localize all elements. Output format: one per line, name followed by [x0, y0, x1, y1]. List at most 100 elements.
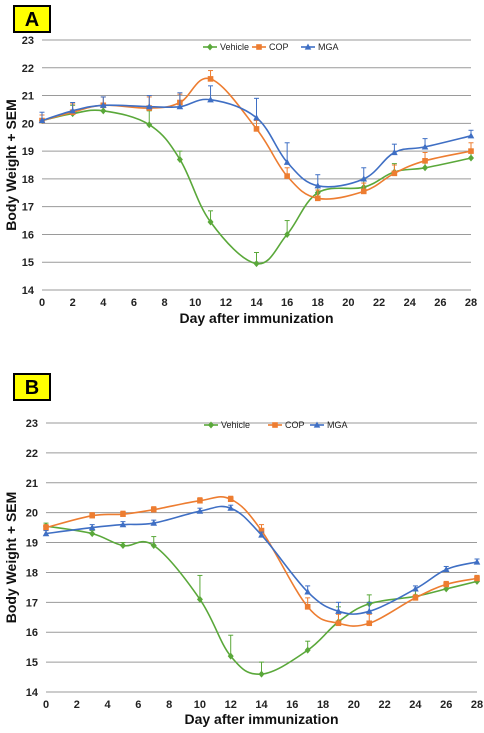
data-point — [258, 531, 265, 538]
legend-marker — [208, 421, 214, 429]
legend-label: Vehicle — [220, 42, 249, 52]
legend: Vehicle COP MGA — [204, 420, 348, 430]
data-point — [227, 504, 235, 511]
x-tick-label: 18 — [317, 699, 329, 711]
x-tick-label: 16 — [281, 297, 293, 309]
data-point — [207, 96, 214, 103]
panel-letter: B — [25, 377, 39, 399]
data-point — [176, 103, 184, 110]
x-tick-label: 20 — [348, 699, 360, 711]
panel-label-badge — [13, 5, 51, 33]
y-tick-label: 15 — [26, 657, 38, 669]
x-tick-label: 4 — [100, 297, 107, 309]
gridlines — [46, 422, 477, 693]
x-tick-label: 28 — [471, 699, 483, 711]
data-point — [89, 512, 95, 519]
data-point — [207, 218, 214, 226]
data-point — [145, 103, 153, 110]
y-tick-label: 21 — [26, 478, 38, 490]
data-point — [314, 195, 321, 202]
series-line-vehicle — [41, 109, 472, 265]
data-point — [197, 497, 203, 504]
legend-marker — [313, 421, 321, 428]
data-point — [196, 507, 204, 514]
data-point — [150, 519, 158, 526]
data-point — [468, 148, 474, 154]
legend-item-cop: COP — [268, 420, 305, 430]
data-point — [468, 154, 474, 162]
x-tick-label: 20 — [342, 297, 354, 309]
legend-label: MGA — [318, 42, 339, 52]
data-point — [89, 530, 96, 538]
y-tick-label: 14 — [26, 687, 39, 699]
x-axis-label: Day after immunization — [184, 711, 338, 727]
panel-a-label: A — [13, 5, 51, 33]
data-point — [304, 588, 311, 595]
y-tick-label: 16 — [26, 627, 38, 639]
data-point — [227, 652, 234, 660]
data-point — [253, 114, 260, 121]
series-line-mga — [45, 505, 478, 615]
legend: Vehicle COP MGA — [203, 42, 339, 52]
data-point — [100, 107, 107, 115]
data-point — [42, 530, 50, 537]
data-point — [473, 558, 481, 565]
data-point — [366, 620, 373, 627]
x-axis-label: Day after immunization — [179, 310, 333, 326]
x-tick-label: 0 — [39, 297, 45, 309]
data-point — [43, 524, 49, 531]
legend-item-vehicle: Vehicle — [204, 420, 250, 430]
data-point — [119, 521, 127, 528]
x-tick-label: 2 — [74, 699, 80, 711]
x-tick-label: 16 — [286, 699, 298, 711]
data-point — [207, 76, 214, 82]
legend-marker — [207, 43, 213, 51]
data-point — [422, 158, 428, 164]
x-tick-label: 26 — [434, 297, 446, 309]
x-tick-label: 10 — [189, 297, 201, 309]
legend-item-mga: MGA — [301, 42, 339, 52]
y-tick-label: 15 — [22, 257, 34, 269]
y-tick-label: 19 — [22, 146, 34, 158]
series-cop — [43, 495, 480, 627]
data-point — [150, 506, 157, 513]
y-tick-label: 20 — [26, 508, 38, 520]
legend-label: MGA — [327, 420, 348, 430]
data-point — [38, 117, 46, 124]
data-point — [422, 164, 429, 172]
legend-item-mga: MGA — [310, 420, 348, 430]
legend-label: COP — [285, 420, 305, 430]
data-point — [227, 496, 234, 503]
series-line-cop — [41, 77, 472, 200]
data-point — [196, 595, 203, 603]
panel-b-label: B — [13, 373, 51, 401]
legend-marker — [272, 422, 278, 428]
data-point — [412, 595, 419, 601]
data-point — [391, 170, 398, 177]
series-mga — [38, 85, 475, 189]
panel-letter: A — [25, 9, 39, 31]
data-point — [360, 188, 367, 195]
data-point — [119, 542, 126, 550]
data-point — [284, 173, 290, 179]
legend-label: COP — [269, 42, 289, 52]
data-point — [120, 511, 126, 517]
x-tick-label: 14 — [255, 699, 268, 711]
y-tick-label: 17 — [26, 597, 38, 609]
y-tick-label: 21 — [22, 91, 34, 103]
data-point — [146, 121, 153, 129]
legend-item-cop: COP — [252, 42, 289, 52]
x-tick-label: 0 — [43, 699, 49, 711]
data-point — [314, 182, 322, 189]
data-point — [284, 230, 291, 238]
legend-marker — [256, 44, 262, 50]
y-axis-label: Body Weight + SEM — [3, 99, 19, 231]
data-point — [365, 607, 373, 614]
y-tick-label: 23 — [22, 35, 34, 47]
data-point — [258, 527, 265, 534]
x-tick-label: 24 — [404, 297, 417, 309]
data-point — [335, 607, 342, 614]
x-tick-label: 18 — [312, 297, 324, 309]
x-tick-label: 8 — [166, 699, 172, 711]
